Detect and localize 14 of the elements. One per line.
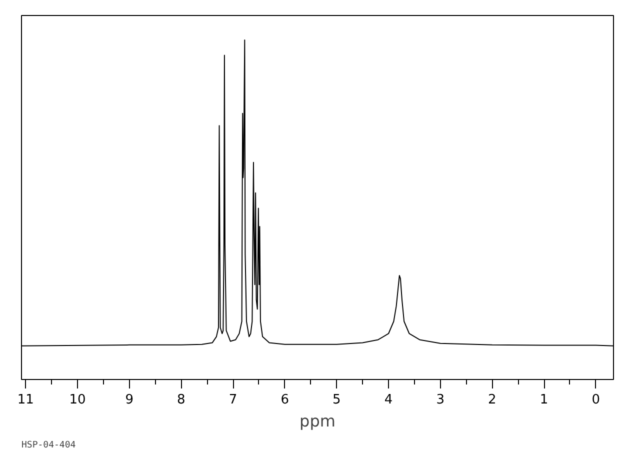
x-tick-label: 0 bbox=[592, 392, 600, 408]
x-tick-label: 7 bbox=[228, 392, 238, 408]
x-axis-title: ppm bbox=[300, 412, 336, 430]
x-tick-label: 2 bbox=[488, 392, 496, 408]
x-tick-label: 8 bbox=[177, 392, 186, 408]
x-tick-label: 5 bbox=[332, 392, 341, 408]
text: HSP-04-404 bbox=[22, 440, 76, 450]
x-tick-label: 9 bbox=[125, 392, 134, 408]
x-tick-label: 3 bbox=[436, 392, 445, 408]
x-tick-label: 6 bbox=[280, 392, 289, 408]
x-tick-label: 11 bbox=[17, 392, 34, 408]
x-tick-label: 1 bbox=[540, 392, 548, 408]
x-tick-label: 4 bbox=[384, 392, 393, 408]
x-tick-label: 10 bbox=[69, 392, 86, 408]
